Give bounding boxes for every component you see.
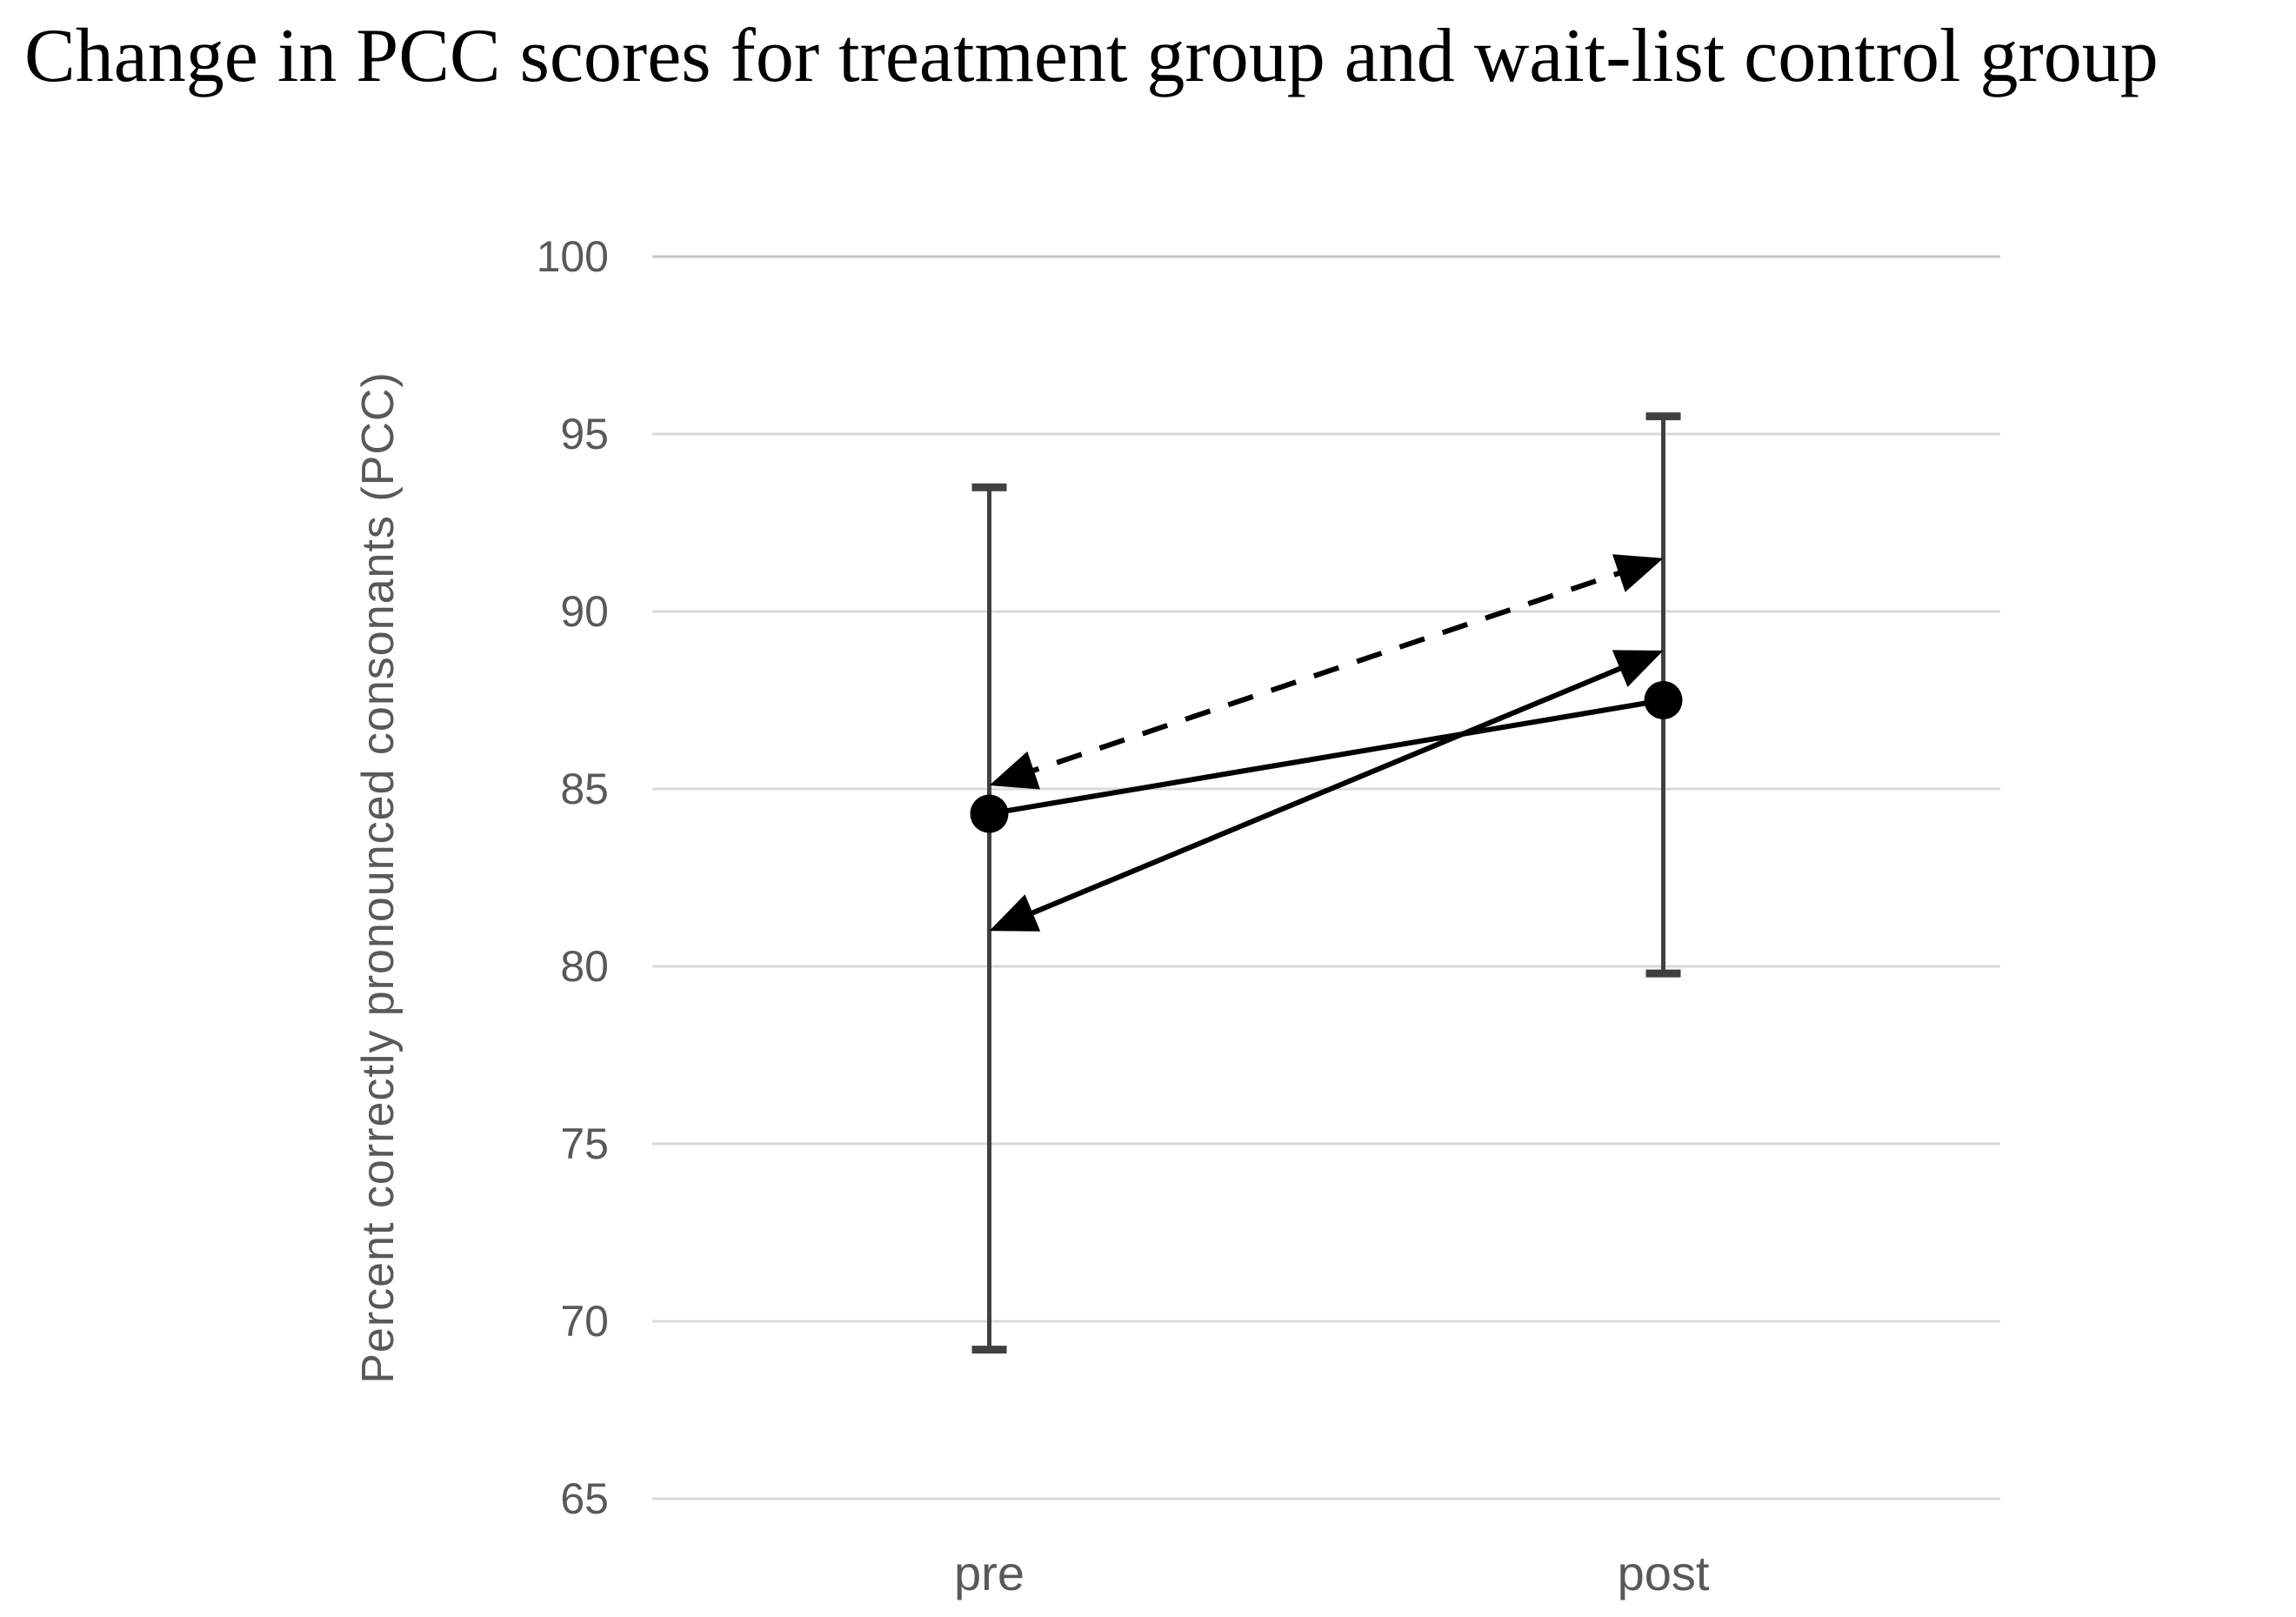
axis-labels-layer: 65 70 75 80 85 90 95 100 pre post [537, 232, 1710, 1600]
chart-title: Change in PCC scores for treatment group… [24, 14, 2159, 98]
circle-marker [970, 794, 1009, 833]
y-axis-title: Percent correctly pronounced consonants … [353, 371, 404, 1384]
series-line [989, 698, 1664, 817]
y-tick-label: 95 [560, 410, 609, 458]
circle-marker [1644, 681, 1683, 719]
arrowhead-marker [1612, 554, 1664, 592]
x-tick-label-post: post [1618, 1546, 1710, 1600]
arrowhead-marker [989, 751, 1040, 790]
y-tick-label: 90 [560, 587, 609, 636]
gridlines-layer [652, 255, 2000, 1500]
y-tick-label: 70 [560, 1297, 609, 1346]
error-bars-layer [971, 412, 1681, 1354]
x-tick-label-pre: pre [954, 1546, 1025, 1600]
y-tick-label: 80 [560, 942, 609, 991]
y-tick-label: 85 [560, 765, 609, 813]
data-series-layer [970, 554, 1683, 932]
arrowhead-marker [1612, 650, 1664, 687]
y-tick-label: 75 [560, 1119, 609, 1168]
series-line [1012, 658, 1640, 924]
y-tick-label: 100 [537, 232, 609, 281]
series-line [1012, 564, 1640, 780]
y-tick-label: 65 [560, 1474, 609, 1523]
arrowhead-marker [989, 894, 1041, 932]
